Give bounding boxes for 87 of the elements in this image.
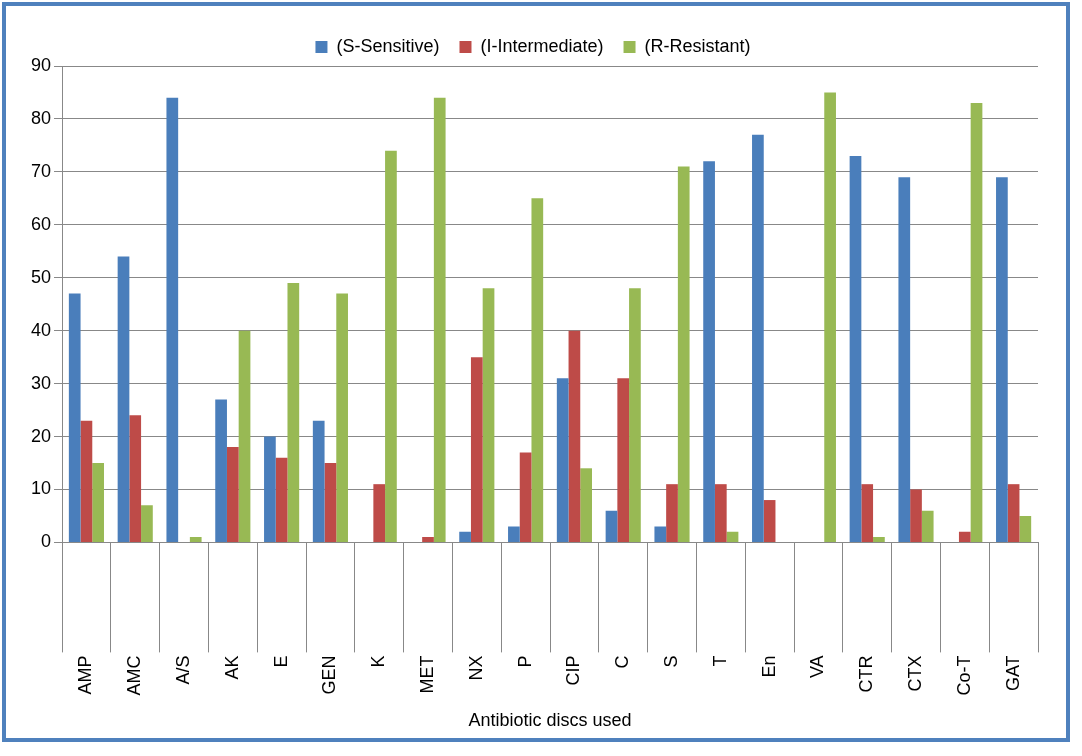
- x-tick-label: GAT: [1002, 655, 1023, 692]
- y-tick-label: 70: [30, 160, 52, 181]
- bar: [556, 378, 569, 542]
- bar: [752, 134, 764, 542]
- bar: [470, 357, 483, 542]
- bar: [970, 103, 983, 542]
- bar: [482, 288, 495, 542]
- bar: [849, 155, 862, 542]
- bar: [117, 256, 130, 542]
- bar: [264, 436, 276, 542]
- x-tick-label: E: [270, 655, 291, 668]
- x-axis-title: Antibiotic discs used: [468, 710, 632, 731]
- x-tick-label: S: [660, 655, 681, 668]
- bar: [568, 330, 581, 542]
- x-tick-label: CIP: [563, 655, 584, 686]
- bar: [385, 150, 397, 542]
- y-tick-label: 40: [30, 319, 52, 340]
- bar: [617, 378, 630, 542]
- legend-label: (S-Sensitive): [336, 35, 440, 56]
- bar: [910, 489, 922, 542]
- x-tick-label: GEN: [319, 655, 340, 695]
- x-tick-label: C: [612, 655, 633, 669]
- x-tick-label: En: [758, 655, 779, 678]
- bar: [68, 293, 81, 542]
- x-tick-label: Co-T: [953, 655, 974, 696]
- x-tick-label: MET: [416, 655, 437, 694]
- bar: [508, 526, 520, 542]
- y-tick-label: 30: [30, 372, 52, 393]
- bar: [287, 283, 300, 542]
- bar: [92, 463, 104, 542]
- x-tick-label: AK: [221, 655, 242, 680]
- bar: [861, 484, 874, 542]
- x-tick-label: NX: [465, 655, 486, 681]
- x-tick-label: VA: [807, 655, 828, 679]
- bar: [324, 463, 337, 542]
- bar: [422, 537, 434, 542]
- bar: [166, 97, 179, 542]
- bar: [459, 531, 471, 542]
- x-tick-label: P: [514, 655, 535, 668]
- bar: [958, 531, 971, 542]
- y-tick-label: 60: [30, 213, 52, 234]
- bar: [898, 177, 911, 542]
- bar: [433, 97, 446, 542]
- bar: [238, 330, 251, 542]
- x-tick-label: CTX: [904, 655, 925, 692]
- y-tick-label: 20: [30, 425, 52, 446]
- bar: [312, 420, 325, 542]
- bar: [226, 447, 239, 542]
- bar: [215, 399, 227, 542]
- bar: [654, 526, 667, 542]
- bar: [141, 505, 153, 542]
- bar: [336, 293, 348, 542]
- bar: [519, 452, 532, 542]
- y-tick-label: 10: [30, 478, 52, 499]
- bar: [629, 288, 641, 542]
- bar: [763, 500, 776, 542]
- bar: [824, 92, 836, 542]
- x-tick-label: AMP: [75, 655, 96, 695]
- y-tick-label: 50: [30, 266, 52, 287]
- bar: [921, 510, 934, 542]
- legend-label: (R-Resistant): [644, 35, 751, 56]
- bar: [873, 537, 885, 542]
- bar: [996, 177, 1008, 542]
- bar: [1019, 515, 1032, 542]
- bar: [275, 457, 288, 542]
- bar: [189, 537, 202, 542]
- bar: [605, 510, 618, 542]
- bar: [714, 484, 727, 542]
- bar: [677, 166, 690, 542]
- bar: [580, 468, 592, 542]
- bar: [129, 415, 142, 542]
- bar: [531, 198, 544, 542]
- y-tick-label: 80: [30, 107, 52, 128]
- y-tick-label: 90: [30, 54, 52, 75]
- bar: [1007, 484, 1020, 542]
- x-tick-label: K: [368, 655, 389, 668]
- x-tick-label: CTR: [856, 655, 877, 693]
- bar: [666, 484, 678, 542]
- bar: [80, 420, 93, 542]
- x-tick-label: A/S: [172, 655, 193, 685]
- y-tick-label: 0: [41, 531, 52, 552]
- bar: [726, 531, 739, 542]
- bar: [703, 161, 715, 542]
- legend-label: (I-Intermediate): [480, 35, 604, 56]
- x-tick-label: AMC: [124, 655, 145, 696]
- bar: [373, 484, 386, 542]
- x-tick-label: T: [709, 655, 730, 667]
